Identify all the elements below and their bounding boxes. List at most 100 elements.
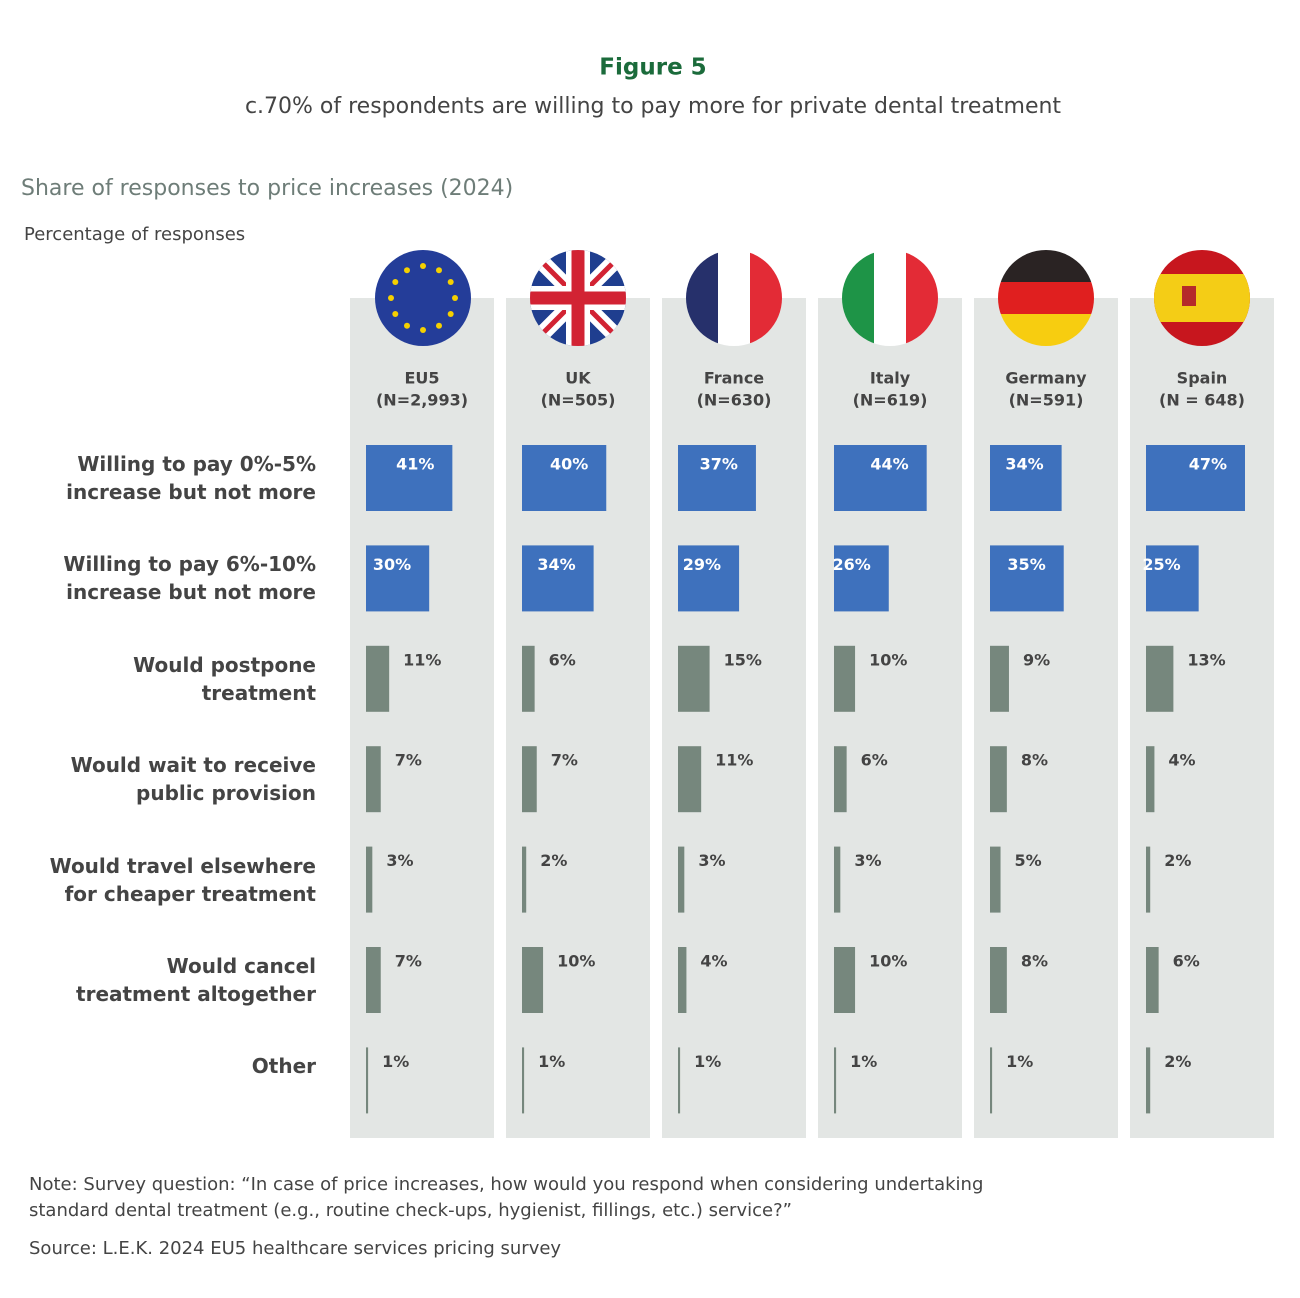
- bar: [522, 445, 607, 511]
- value-label: 15%: [724, 650, 762, 669]
- category-label: Would travel elsewhere for cheaper treat…: [49, 853, 316, 906]
- value-label: 3%: [698, 851, 725, 870]
- series-sample: (N=619): [853, 391, 928, 410]
- category-label: Other: [251, 1054, 316, 1079]
- value-label: 35%: [1007, 555, 1045, 574]
- series-sample: (N=2,993): [376, 391, 468, 410]
- bar: [678, 846, 685, 913]
- bar: [678, 545, 740, 612]
- bar: [834, 545, 889, 612]
- chart-subtitle: Share of responses to price increases (2…: [21, 176, 513, 201]
- series-sample: (N=505): [541, 391, 616, 410]
- value-label: 40%: [550, 455, 588, 474]
- value-label: 6%: [549, 650, 576, 669]
- bar: [1146, 1047, 1151, 1114]
- value-label: 8%: [1021, 952, 1048, 971]
- bar: [366, 846, 373, 913]
- value-label: 4%: [1168, 751, 1195, 770]
- value-label: 34%: [1005, 455, 1043, 474]
- bar: [990, 545, 1064, 612]
- series-name: EU5: [404, 369, 439, 388]
- bar: [1146, 445, 1245, 511]
- series-sample: (N=630): [697, 391, 772, 410]
- bar: [834, 947, 856, 1013]
- value-label: 41%: [396, 455, 434, 474]
- value-label: 3%: [854, 851, 881, 870]
- bar: [366, 947, 381, 1013]
- bar: [990, 1047, 993, 1114]
- flag-france: [686, 250, 782, 346]
- bar: [990, 746, 1007, 813]
- category-label: Willing to pay 6%-10% increase but not m…: [63, 552, 316, 605]
- series-sample: (N=591): [1009, 391, 1084, 410]
- value-label: 7%: [395, 952, 422, 971]
- value-label: 10%: [869, 650, 907, 669]
- bar: [678, 445, 756, 511]
- flag-eu: [375, 250, 471, 346]
- value-label: 13%: [1187, 650, 1225, 669]
- flag-uk: [530, 250, 626, 346]
- value-label: 3%: [386, 851, 413, 870]
- bar: [1146, 746, 1155, 813]
- value-label: 44%: [870, 455, 908, 474]
- value-label: 34%: [537, 555, 575, 574]
- value-label: 5%: [1015, 851, 1042, 870]
- bar: [678, 645, 710, 712]
- value-label: 10%: [557, 952, 595, 971]
- bar: [834, 445, 927, 511]
- category-label: Willing to pay 0%-5% increase but not mo…: [66, 452, 316, 504]
- bar: [366, 545, 430, 612]
- bar: [834, 1047, 837, 1114]
- bar: [366, 1047, 369, 1114]
- value-label: 2%: [540, 851, 567, 870]
- bar: [366, 445, 453, 511]
- bar: [834, 746, 847, 813]
- bar: [990, 846, 1001, 913]
- value-label: 1%: [850, 1052, 877, 1071]
- value-label: 29%: [683, 555, 721, 574]
- value-label: 11%: [715, 751, 753, 770]
- series-name: France: [704, 369, 764, 388]
- value-label: 37%: [700, 455, 738, 474]
- bar: [522, 947, 544, 1013]
- series-name: UK: [565, 369, 591, 388]
- bar: [366, 746, 381, 813]
- value-label: 4%: [700, 952, 727, 971]
- value-label: 1%: [538, 1052, 565, 1071]
- value-label: 7%: [551, 751, 578, 770]
- bar: [834, 645, 856, 712]
- bar: [990, 445, 1062, 511]
- category-label: Would postpone treatment: [133, 652, 316, 705]
- bar: [678, 746, 702, 813]
- value-label: 2%: [1164, 1052, 1191, 1071]
- bar: [522, 545, 594, 612]
- series-sample: (N = 648): [1159, 391, 1245, 410]
- value-label: 10%: [869, 952, 907, 971]
- series-name: Italy: [870, 369, 911, 388]
- flag-germany: [998, 250, 1094, 346]
- value-label: 26%: [832, 555, 870, 574]
- flag-italy: [842, 250, 938, 346]
- value-label: 2%: [1164, 851, 1191, 870]
- bar: [678, 947, 687, 1013]
- value-label: 6%: [1173, 952, 1200, 971]
- value-label: 1%: [694, 1052, 721, 1071]
- bar: [990, 947, 1007, 1013]
- category-label: Would cancel treatment altogether: [76, 954, 316, 1006]
- bar: [522, 846, 527, 913]
- bar: [522, 746, 537, 813]
- figure-label: Figure 5: [599, 55, 706, 81]
- series-name: Spain: [1177, 369, 1228, 388]
- bar: [990, 645, 1009, 712]
- bar: [678, 1047, 681, 1114]
- value-label: 7%: [395, 751, 422, 770]
- series-name: Germany: [1005, 369, 1087, 388]
- value-label: 30%: [373, 555, 411, 574]
- chart-title: c.70% of respondents are willing to pay …: [245, 94, 1061, 119]
- note: Note: Survey question: “In case of price…: [29, 1174, 984, 1221]
- category-label: Would wait to receive public provision: [70, 753, 316, 806]
- flag-spain: [1154, 250, 1250, 346]
- value-label: 8%: [1021, 751, 1048, 770]
- value-label: 1%: [1006, 1052, 1033, 1071]
